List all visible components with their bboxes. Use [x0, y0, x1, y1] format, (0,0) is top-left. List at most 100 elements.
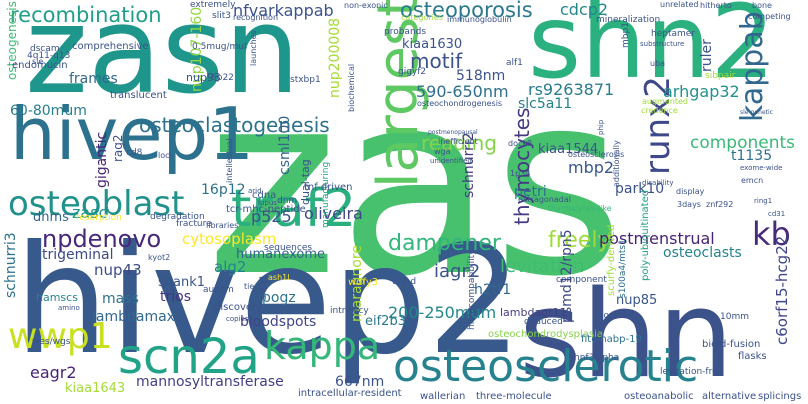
word-oliveira: oliveira — [304, 204, 363, 223]
word-mbp1: mbp1 — [621, 22, 631, 48]
word-osteoporosis: osteoporosis — [400, 0, 533, 22]
word-manufacturing: manufacturing — [321, 161, 331, 228]
word-osteoclastogenesis: osteoclastogenesis — [139, 113, 330, 137]
word-tcr-mhc-peptide: tcr-mhc-peptide — [226, 204, 306, 215]
word-scurfy-derived: scurfy-derived — [606, 224, 617, 296]
word-kappa: kappa — [264, 324, 381, 368]
word-flasks: flasks — [738, 351, 767, 362]
word-components: components — [690, 133, 796, 153]
word-osteochondrogenesis: osteochondrogenesis — [417, 99, 503, 108]
word-histocompatibility: histocompatibility — [467, 249, 477, 330]
word-sle: sle — [32, 57, 44, 66]
word-probands: probands — [384, 27, 427, 37]
word-10mm: 10mm — [720, 312, 749, 322]
word-zasc: zasc — [72, 203, 108, 222]
word-sibpair: sibpair — [705, 71, 736, 81]
word-eif2b3: eif2b3 — [365, 314, 406, 329]
word-categories: categories — [401, 13, 443, 22]
word-translucent: translucent — [110, 90, 167, 101]
word-mass: mass — [102, 291, 139, 307]
word-three-molecule: three-molecule — [476, 391, 552, 402]
word-humanexome: humanexome — [236, 247, 326, 262]
word-thymocytes-like: thymocytes-like — [548, 204, 612, 213]
word-arid: arid — [248, 187, 262, 195]
word-lambdamax: lambdamax — [92, 309, 175, 325]
word-postmenstrual: postmenstrual — [599, 229, 715, 248]
word-inefficient: inefficient — [438, 137, 478, 146]
word-scn2a: scn2a — [118, 329, 260, 385]
word-nup43: nup43 — [94, 261, 142, 279]
word-levitation-free: levitation-free — [660, 367, 724, 377]
word-alg2: alg2 — [214, 258, 247, 276]
word-sle-genetic: sle-genetic — [740, 109, 773, 116]
word-amino: amino — [58, 304, 80, 312]
word-16p12: 16p12 — [201, 182, 246, 198]
word-tier: tier — [244, 282, 258, 291]
word-kappab: kappab — [735, 11, 770, 122]
word-bioid-fusion: bioid-fusion — [702, 339, 761, 350]
word-shank1: shank1 — [158, 275, 206, 290]
word-launches: launches — [249, 30, 258, 66]
word-motif: motif — [410, 49, 463, 73]
word-frames: frames — [69, 71, 118, 87]
word-libraries: libraries — [206, 221, 239, 230]
word-uba: uba — [650, 59, 666, 68]
word-degradation: degradation — [150, 212, 205, 222]
word-kiaa1544: kiaa1544 — [538, 142, 599, 157]
word-recognition: recognition — [233, 13, 279, 22]
word-nup85: nup85 — [616, 293, 658, 308]
word-urp-d: urp-d — [392, 277, 417, 287]
word-extragonadal: extragonadal — [518, 195, 571, 204]
word-thymocytes: thymocytes — [510, 107, 534, 225]
word-znf292: znf292 — [706, 200, 734, 209]
word-deduced: deduced — [524, 317, 563, 327]
word-rag2: rag2 — [111, 134, 125, 162]
word-ruler: ruler — [699, 39, 715, 72]
word-s100a4/mts1: s100a4/mts1 — [618, 239, 628, 298]
word-lupus: lupus — [258, 199, 277, 207]
word-recombination: recombination — [10, 3, 162, 27]
word-dnm: dnm — [277, 196, 298, 206]
word-590-650nm: 590-650nm — [416, 82, 509, 101]
word-shn: shn — [519, 266, 734, 404]
word-comprehensive: comprehensive — [72, 41, 149, 52]
word-pogz: pogz — [262, 290, 296, 306]
word-display: display — [676, 187, 705, 196]
word-bone: bone — [752, 1, 772, 10]
word-mbp2: mbp2 — [568, 158, 615, 177]
word-osteoanabolic: osteoanabolic — [624, 391, 694, 402]
word-emcn: emcn — [741, 176, 764, 185]
word-petri: petri — [514, 184, 547, 200]
word-iagr2: iagr2 — [434, 261, 481, 282]
word-stxbp1: stxbp1 — [290, 75, 321, 85]
word-wwp1: wwp1 — [8, 316, 113, 357]
word-slit3: slit3 — [212, 11, 231, 21]
word-extremely: extremely — [190, 0, 236, 10]
word-eagr2: eagr2 — [30, 363, 77, 382]
word-schnurri3: schnurri3 — [3, 232, 19, 298]
word-dampener: dampener — [388, 231, 501, 256]
word-credence: credence — [641, 106, 678, 115]
word-3days: 3days — [677, 200, 701, 209]
word-ash1l: ash1l — [268, 273, 290, 282]
word-gigantic: gigantic — [94, 131, 110, 188]
word-cdcp2: cdcp2 — [560, 0, 609, 19]
word-park10: park10 — [615, 181, 665, 197]
word-t1135: t1135 — [731, 148, 773, 164]
word-mannosyltransferase: mannosyltransferase — [136, 374, 284, 390]
word-reading: reading — [421, 131, 497, 155]
word-resorption: resorption — [76, 213, 122, 223]
word-gigyf2: gigyf2 — [398, 67, 427, 77]
word-freely: freely — [548, 228, 611, 253]
word-npdenovo: npdenovo — [42, 225, 162, 253]
word-cd8: cd8 — [126, 148, 143, 158]
word-augmented: augmented — [642, 97, 688, 106]
word-0.5mug/mul: 0.5mug/mul — [192, 42, 247, 52]
word-alf1: alf1 — [506, 58, 523, 68]
word-tnf-driven: tnf-driven — [304, 182, 353, 193]
word-osteoclasts: osteoclasts — [663, 245, 742, 261]
word-phip: phip — [597, 119, 605, 135]
word-clones: clones — [596, 311, 625, 321]
word-immunoglobulin: immunoglobulin — [447, 15, 512, 24]
word-zasn: zasn — [25, 0, 301, 121]
